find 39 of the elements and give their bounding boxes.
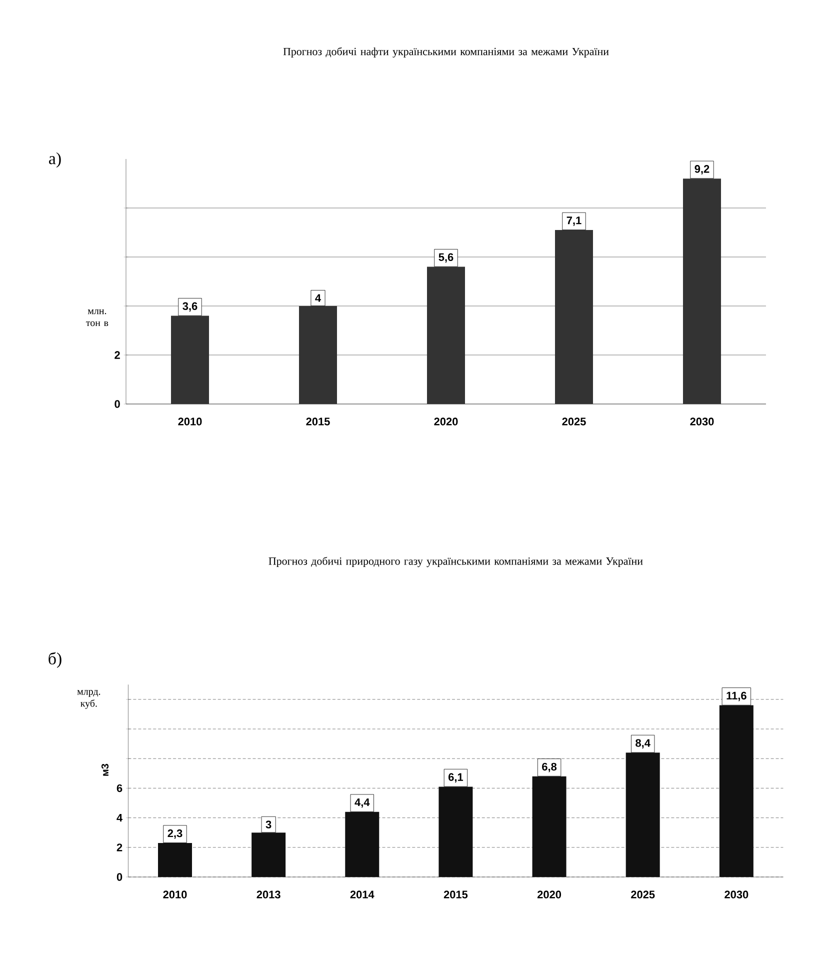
data-label: 11,6 xyxy=(726,692,746,702)
data-label: 4,4 xyxy=(354,798,370,808)
y-tick-label: 2 xyxy=(116,844,122,852)
data-label: 3 xyxy=(266,820,272,828)
text: а) xyxy=(49,152,61,168)
x-tick-label: 2010 xyxy=(178,418,202,426)
data-label: 6,1 xyxy=(448,773,464,783)
x-tick-label: 2030 xyxy=(724,890,748,898)
x-tick-label: 2014 xyxy=(350,890,374,898)
x-tick-label: 2013 xyxy=(256,890,280,898)
y-axis-title: млн. тон в xyxy=(86,310,108,326)
y-tick-label: 4 xyxy=(116,814,123,822)
data-label: 7,1 xyxy=(566,216,582,226)
x-tick-label: 2015 xyxy=(444,890,468,898)
y-tick-label: 0 xyxy=(116,873,122,881)
x-tick-label: 2020 xyxy=(434,418,458,426)
data-label: 5,6 xyxy=(438,253,454,263)
data-label: 2,3 xyxy=(168,829,182,839)
x-tick-label: 2030 xyxy=(690,418,714,426)
x-tick-label: 2025 xyxy=(631,890,655,898)
x-tick-label: 2015 xyxy=(306,418,330,426)
text: м3 xyxy=(101,764,109,776)
y-tick-label: 6 xyxy=(116,784,122,792)
bar xyxy=(252,832,286,877)
chart-title: Прогноз добичі нафти українськими компаніями за межами України xyxy=(283,47,609,58)
data-label: 8,4 xyxy=(636,739,650,748)
y-tick-label: 2 xyxy=(114,351,120,359)
data-label: 3,6 xyxy=(182,302,198,312)
x-tick-label: 2025 xyxy=(562,418,586,426)
bar xyxy=(299,306,337,404)
text: б) xyxy=(48,652,62,668)
y-tick-label: 0 xyxy=(114,400,120,408)
y-axis-title: млрд. куб. xyxy=(77,690,100,709)
chart-title: Прогноз добичі природного газу українськими компаніями за межами України xyxy=(268,556,643,568)
data-label: 4 xyxy=(315,294,321,302)
x-tick-label: 2010 xyxy=(163,890,187,898)
data-label: 9,2 xyxy=(694,165,710,174)
x-tick-label: 2020 xyxy=(537,890,562,898)
data-label: 6,8 xyxy=(542,762,557,772)
